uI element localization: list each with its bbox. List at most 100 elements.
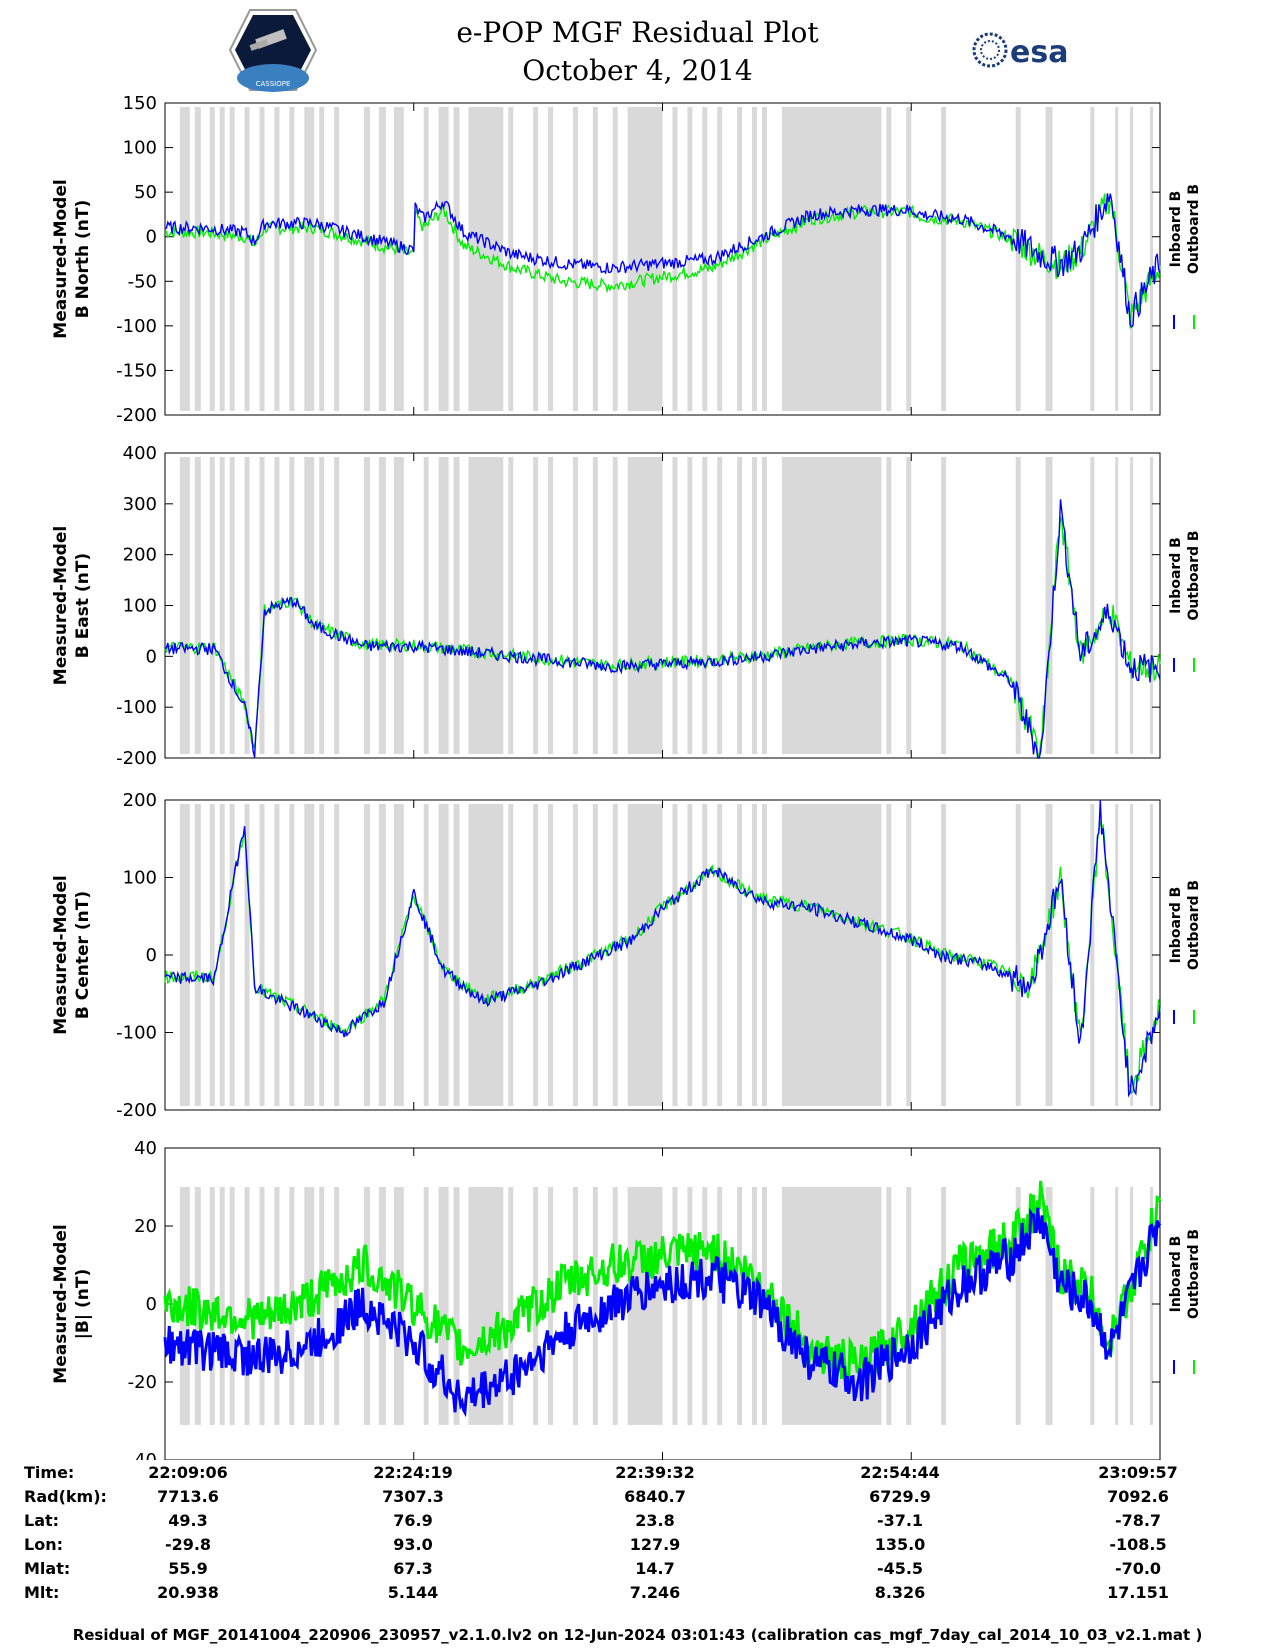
gap-band xyxy=(1115,107,1119,411)
gap-band xyxy=(468,457,504,754)
gap-band xyxy=(1015,804,1021,1106)
gap-band xyxy=(194,804,201,1106)
mlt-2: 7.246 xyxy=(629,1583,681,1602)
gap-band xyxy=(1015,457,1021,754)
gap-band xyxy=(737,107,743,411)
gap-band xyxy=(672,804,678,1106)
gap-band xyxy=(886,107,892,411)
gap-band xyxy=(1015,107,1021,411)
gap-band xyxy=(533,804,539,1106)
gap-band xyxy=(687,457,693,754)
lon-1: 93.0 xyxy=(393,1535,433,1554)
gap-band xyxy=(612,804,618,1106)
gap-band xyxy=(752,457,758,754)
gap-band xyxy=(1045,457,1053,754)
legend-inboard: Inboard B xyxy=(1168,887,1184,964)
gap-band xyxy=(572,107,578,411)
legend-inboard: Inboard B xyxy=(1168,191,1184,268)
gap-band xyxy=(229,107,235,411)
mlat-4: -70.0 xyxy=(1114,1559,1162,1578)
gap-band xyxy=(179,457,190,754)
rad-3: 6729.9 xyxy=(869,1487,931,1506)
label-rad: Rad(km): xyxy=(24,1487,107,1506)
gap-band xyxy=(548,107,554,411)
gap-band xyxy=(508,107,514,411)
series-inboard-line xyxy=(163,1207,1162,1418)
gap-band xyxy=(304,804,315,1106)
gap-band xyxy=(717,457,723,754)
mlat-1: 67.3 xyxy=(393,1559,433,1578)
gap-band xyxy=(572,457,578,754)
gap-band xyxy=(423,457,429,754)
y-tick-label: 150 xyxy=(123,93,157,114)
gap-band xyxy=(1090,804,1095,1106)
mlt-4: 17.151 xyxy=(1107,1583,1169,1602)
gap-band xyxy=(737,804,743,1106)
gap-band xyxy=(1090,107,1095,411)
gap-band xyxy=(393,457,404,754)
y-axis-label-line-1: Measured-Model xyxy=(51,1224,71,1383)
label-mlt: Mlt: xyxy=(24,1583,60,1602)
lon-3: 135.0 xyxy=(874,1535,926,1554)
gap-band xyxy=(334,457,340,754)
gap-band xyxy=(1150,107,1154,411)
legend: Inboard B Outboard B xyxy=(1168,184,1202,274)
lon-4: -108.5 xyxy=(1109,1535,1167,1554)
lat-4: -78.7 xyxy=(1114,1511,1162,1530)
gap-band xyxy=(334,1187,340,1425)
gap-band xyxy=(209,107,215,411)
mlt-3: 8.326 xyxy=(874,1583,926,1602)
gap-band xyxy=(687,804,693,1106)
y-tick-label: 0 xyxy=(146,227,157,248)
gap-band xyxy=(752,804,758,1106)
gap-band xyxy=(906,804,912,1106)
y-tick-label: 100 xyxy=(123,138,157,159)
gap-band xyxy=(1150,804,1154,1106)
mlat-0: 55.9 xyxy=(168,1559,208,1578)
y-tick-label: -40 xyxy=(128,1450,157,1460)
gap-band xyxy=(259,107,265,411)
y-tick-label: 100 xyxy=(123,596,157,617)
gap-band xyxy=(274,107,280,411)
gap-band xyxy=(364,1187,370,1425)
series-inboard-line xyxy=(164,193,1161,328)
series-outboard-line xyxy=(163,1180,1162,1383)
series-inboard-line xyxy=(164,799,1161,1098)
gap-band xyxy=(612,457,618,754)
gap-band xyxy=(319,1187,325,1425)
cassiope-logo: CASSIOPE xyxy=(228,9,318,92)
legend: Inboard B Outboard B xyxy=(1168,530,1202,620)
y-axis-label-line-1: Measured-Model xyxy=(51,526,71,685)
gap-band xyxy=(438,107,449,411)
gap-band xyxy=(906,107,912,411)
gap-band xyxy=(378,457,386,754)
y-axis-label-line-2: |B| (nT) xyxy=(73,1269,93,1340)
row-mlt: Mlt: 20.938 5.144 7.246 8.326 17.151 xyxy=(0,1583,1275,1607)
gap-band xyxy=(438,457,449,754)
gap-band xyxy=(533,457,539,754)
label-lat: Lat: xyxy=(24,1511,60,1530)
gap-band xyxy=(274,804,280,1106)
footer-caption: Residual of MGF_20141004_220906_230957_v… xyxy=(72,1626,1203,1644)
gap-band xyxy=(1115,1187,1119,1425)
time-0: 22:09:06 xyxy=(148,1463,228,1482)
gap-band xyxy=(304,107,315,411)
panel-3: 200 100 0 -100 -200 Measured-Model B Center (n… xyxy=(51,790,1202,1121)
lat-0: 49.3 xyxy=(168,1511,208,1530)
y-axis-label: Measured-Model |B| (nT) xyxy=(51,1224,93,1383)
gap-band xyxy=(548,804,554,1106)
gap-band xyxy=(219,1187,225,1425)
gap-band xyxy=(941,1187,947,1425)
y-tick-label: -200 xyxy=(116,1100,157,1121)
mlat-2: 14.7 xyxy=(635,1559,675,1578)
y-axis-label: Measured-Model B East (nT) xyxy=(51,526,93,685)
title-line-2: October 4, 2014 xyxy=(522,54,753,87)
gap-band xyxy=(508,1187,514,1425)
row-rad: Rad(km): 7713.6 7307.3 6840.7 6729.9 709… xyxy=(0,1487,1275,1511)
y-axis-label-line-1: Measured-Model xyxy=(51,875,71,1034)
y-axis-label: Measured-Model B North (nT) xyxy=(51,179,93,338)
y-tick-label: -200 xyxy=(116,405,157,426)
gap-band xyxy=(941,107,947,411)
gap-band xyxy=(334,804,340,1106)
